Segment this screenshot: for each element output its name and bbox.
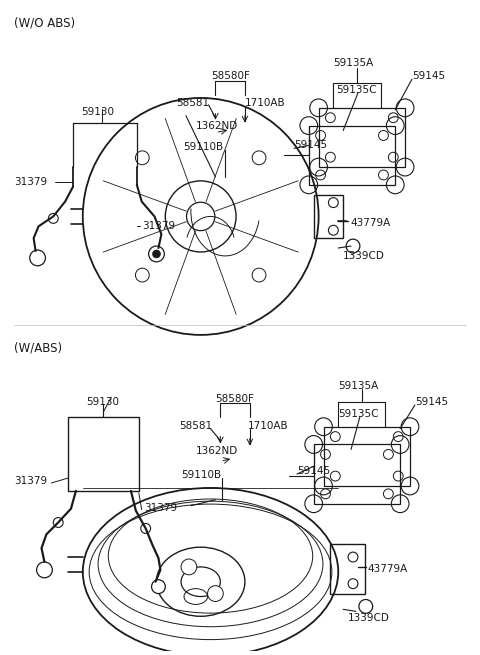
Bar — [314, 445, 400, 504]
Bar — [309, 126, 395, 185]
Text: 59135A: 59135A — [338, 381, 378, 391]
Text: 1339CD: 1339CD — [343, 251, 385, 261]
Bar — [330, 544, 365, 593]
Text: 1362ND: 1362ND — [196, 447, 238, 457]
Text: 58581: 58581 — [179, 421, 212, 431]
Text: 58580F: 58580F — [211, 71, 250, 81]
Text: 43779A: 43779A — [368, 564, 408, 574]
Text: 59135C: 59135C — [338, 409, 379, 419]
Text: 59110B: 59110B — [181, 470, 221, 480]
Text: (W/ABS): (W/ABS) — [14, 342, 62, 355]
Text: 31379: 31379 — [14, 476, 47, 486]
Text: 31379: 31379 — [144, 503, 177, 513]
Text: 58580F: 58580F — [216, 394, 254, 404]
Circle shape — [207, 586, 223, 601]
Text: 1362ND: 1362ND — [196, 121, 238, 130]
Text: 1710AB: 1710AB — [248, 421, 288, 431]
Circle shape — [359, 599, 372, 613]
Text: 31379: 31379 — [142, 221, 175, 231]
Text: 59130: 59130 — [86, 397, 119, 407]
Text: 59130: 59130 — [81, 107, 114, 117]
Bar — [68, 417, 139, 491]
Circle shape — [346, 239, 360, 253]
Bar — [314, 195, 343, 238]
Text: 43779A: 43779A — [350, 218, 390, 229]
Circle shape — [152, 580, 165, 593]
Text: 59145: 59145 — [297, 466, 330, 476]
Circle shape — [153, 250, 160, 258]
Text: 59135C: 59135C — [336, 85, 377, 95]
Circle shape — [30, 250, 46, 266]
Text: 59135A: 59135A — [333, 58, 373, 69]
Circle shape — [36, 562, 52, 578]
Text: 59145: 59145 — [294, 140, 327, 151]
Text: 1710AB: 1710AB — [245, 98, 286, 108]
Bar — [324, 426, 410, 486]
Text: 59110B: 59110B — [183, 142, 223, 153]
Circle shape — [48, 214, 58, 223]
Text: 59145: 59145 — [415, 397, 448, 407]
Circle shape — [141, 523, 151, 533]
Circle shape — [53, 517, 63, 527]
Text: 31379: 31379 — [14, 177, 47, 187]
Text: 59145: 59145 — [412, 71, 445, 81]
Text: 58581: 58581 — [176, 98, 209, 108]
Text: (W/O ABS): (W/O ABS) — [14, 16, 75, 29]
Circle shape — [181, 559, 197, 575]
Circle shape — [149, 246, 164, 262]
Text: 1339CD: 1339CD — [348, 613, 390, 624]
Bar — [319, 108, 405, 167]
